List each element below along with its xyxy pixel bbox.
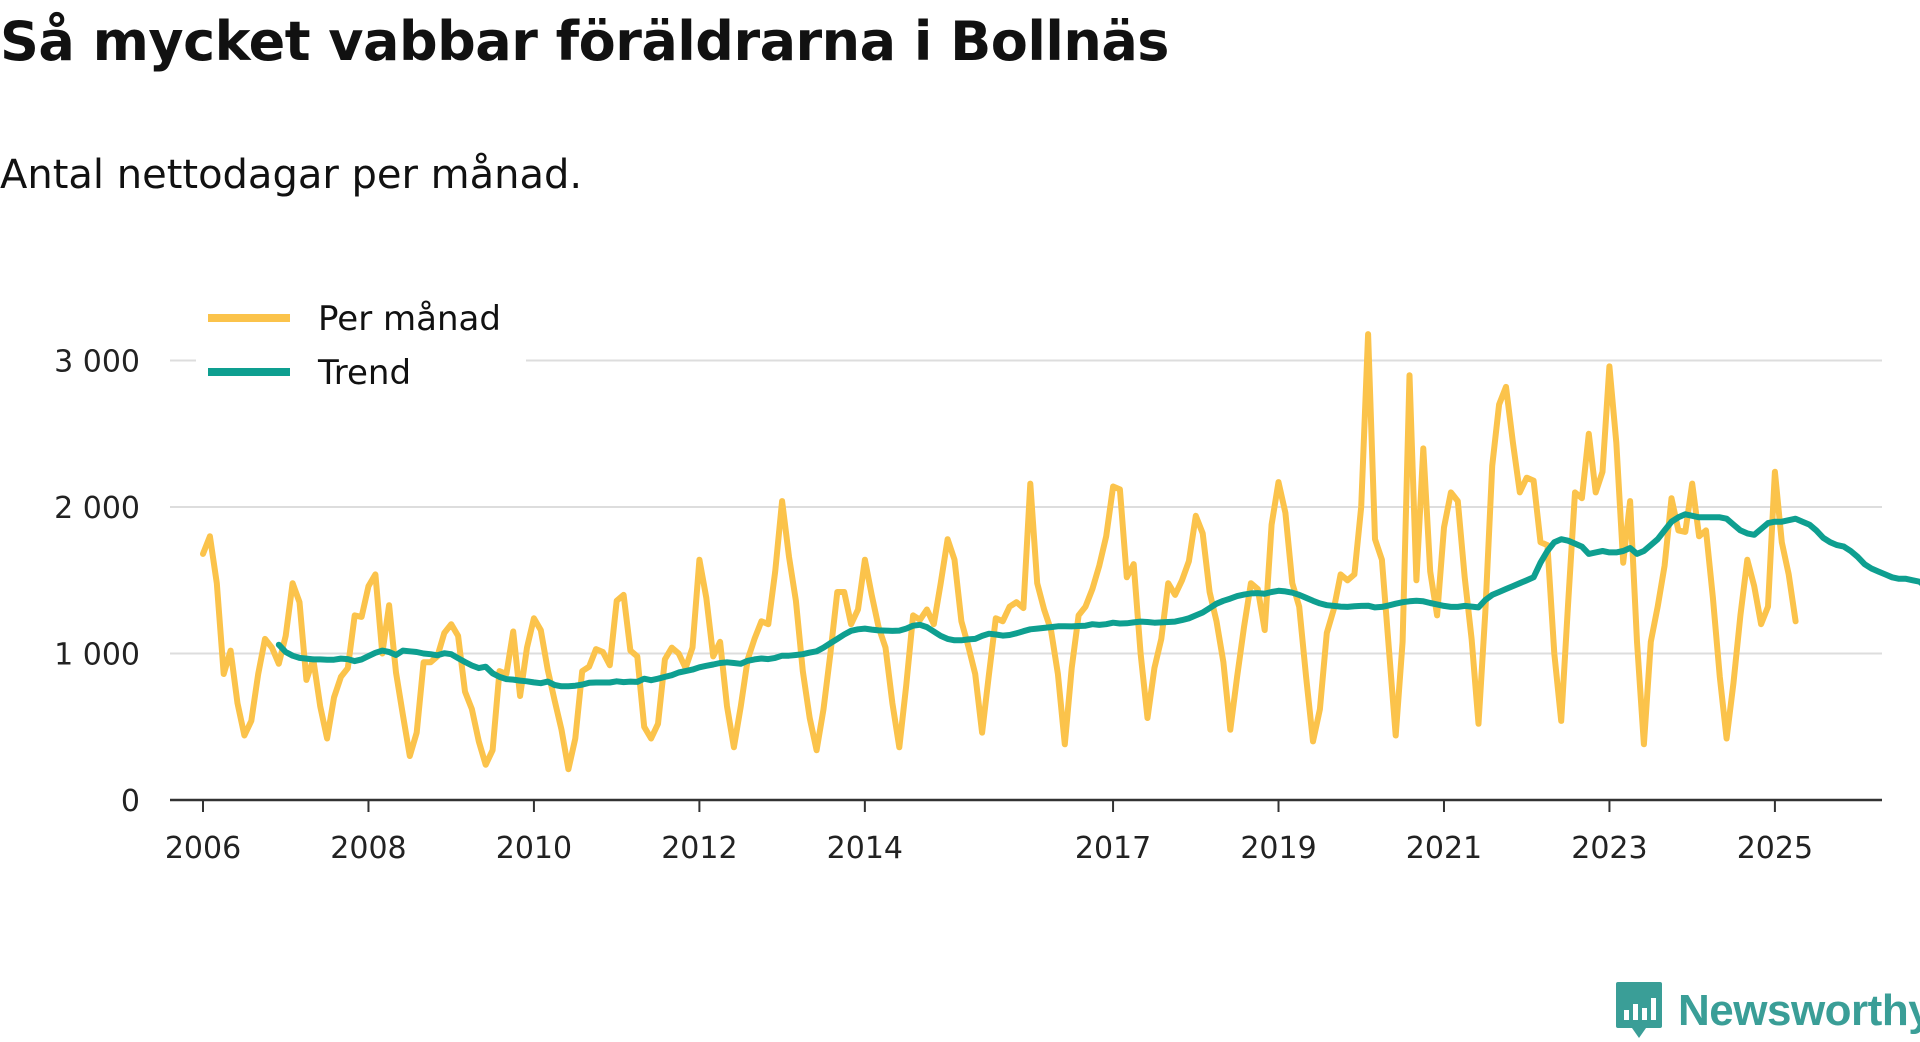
x-tick-label-8: 2023 — [1571, 831, 1647, 866]
x-tick-label-4: 2014 — [827, 831, 903, 866]
x-tick-label-9: 2025 — [1737, 831, 1813, 866]
chart-subtitle: Antal nettodagar per månad. — [0, 152, 583, 198]
y-tick-label-0: 0 — [121, 784, 140, 819]
x-tick-label-2: 2010 — [496, 831, 572, 866]
legend-background — [196, 288, 526, 400]
chart-title: Så mycket vabbar föräldrarna i Bollnäs — [0, 10, 1169, 73]
newsworthy-logo: Newsworthy — [1614, 980, 1920, 1042]
x-tick-label-1: 2008 — [330, 831, 406, 866]
series-line-per-manad — [200, 331, 1799, 773]
series-line-trend — [275, 511, 1920, 690]
x-tick-label-3: 2012 — [661, 831, 737, 866]
x-tick-label-7: 2021 — [1406, 831, 1482, 866]
axes: 0 1 000 2 000 3 000 2006 2008 2010 2012 2014 2017… — [54, 345, 1882, 866]
legend: Per månad Trend — [196, 288, 526, 400]
x-tick-label-6: 2019 — [1240, 831, 1316, 866]
legend-label-per-manad: Per månad — [318, 299, 501, 339]
series-layer — [200, 331, 1920, 773]
x-tick-label-5: 2017 — [1075, 831, 1151, 866]
newsworthy-brand-text: Newsworthy — [1678, 986, 1920, 1035]
y-tick-label-3: 3 000 — [54, 345, 140, 380]
y-tick-label-2: 2 000 — [54, 491, 140, 526]
legend-label-trend: Trend — [317, 353, 411, 393]
x-tick-label-0: 2006 — [165, 831, 241, 866]
newsworthy-logo-icon — [1616, 982, 1662, 1038]
y-tick-label-1: 1 000 — [54, 638, 140, 673]
